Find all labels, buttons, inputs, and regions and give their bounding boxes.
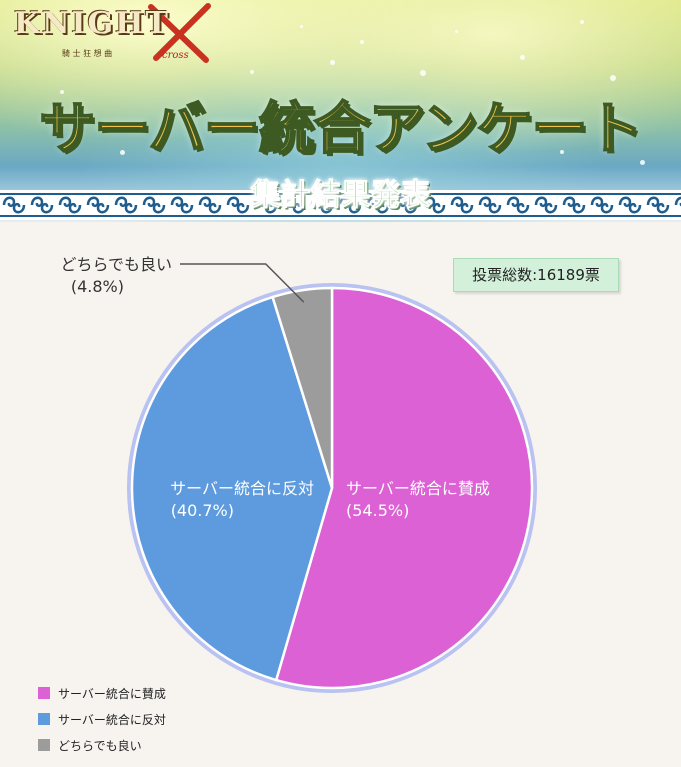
slice-either-label: どちらでも良い xyxy=(60,255,172,274)
header-banner: KNIGHT 騎 士 狂 想 曲 cross サーバー統合アンケート 集計結果発… xyxy=(0,0,681,222)
slice-either-leader-line xyxy=(180,263,305,303)
legend-swatch xyxy=(38,687,50,699)
pie-slice-approve xyxy=(274,286,534,690)
pie-slice-either xyxy=(271,286,334,489)
legend-label: サーバー統合に反対 xyxy=(58,713,166,727)
total-votes-badge: 投票総数:16189票 xyxy=(453,258,619,292)
slice-either-percent: (4.8%) xyxy=(71,277,124,296)
pie-outline xyxy=(127,283,537,693)
slice-approve-label: サーバー統合に賛成 xyxy=(346,479,490,498)
page-subtitle: 集計結果発表 xyxy=(250,178,431,214)
game-logo: KNIGHT xyxy=(14,6,170,41)
legend-swatch xyxy=(38,713,50,725)
logo-cross-emblem xyxy=(148,3,211,63)
game-logo-cross: cross xyxy=(162,50,189,61)
pie-slice-oppose xyxy=(130,295,334,682)
slice-oppose-label: サーバー統合に反対 xyxy=(170,479,314,498)
slice-approve-percent: (54.5%) xyxy=(346,501,409,520)
decorative-border xyxy=(0,190,681,220)
legend-label: サーバー統合に賛成 xyxy=(58,687,166,701)
legend-swatch xyxy=(38,739,50,751)
page-title: サーバー統合アンケート xyxy=(38,96,643,163)
slice-oppose-percent: (40.7%) xyxy=(171,501,234,520)
legend-label: どちらでも良い xyxy=(58,739,142,753)
game-logo-subtext: 騎 士 狂 想 曲 xyxy=(62,49,113,58)
